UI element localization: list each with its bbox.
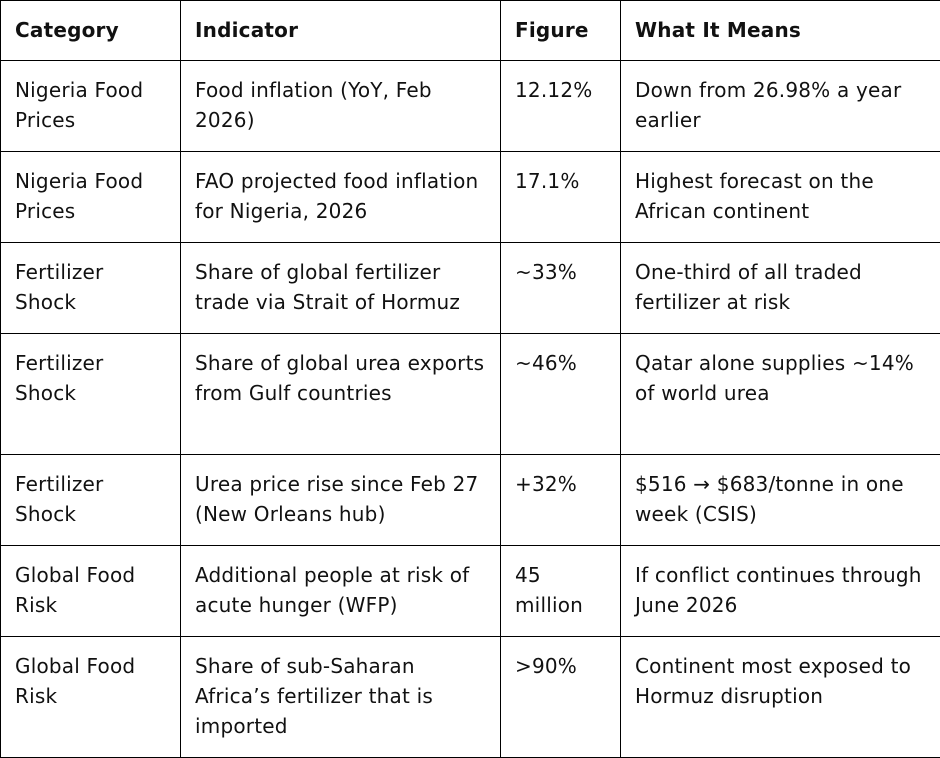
cell-figure: 12.12%	[501, 61, 621, 152]
header-category: Category	[1, 1, 181, 61]
cell-figure: 45 million	[501, 546, 621, 637]
cell-category: Nigeria Food Prices	[1, 61, 181, 152]
table-row: Fertilizer Shock Urea price rise since F…	[1, 455, 940, 546]
cell-category: Global Food Risk	[1, 637, 181, 758]
cell-meaning: One-third of all traded fertilizer at ri…	[621, 243, 940, 334]
cell-category: Fertilizer Shock	[1, 334, 181, 455]
cell-meaning: Qatar alone supplies ~14% of world urea	[621, 334, 940, 455]
cell-category: Nigeria Food Prices	[1, 152, 181, 243]
cell-category: Global Food Risk	[1, 546, 181, 637]
header-figure: Figure	[501, 1, 621, 61]
cell-figure: 17.1%	[501, 152, 621, 243]
cell-indicator: FAO projected food inflation for Nigeria…	[181, 152, 501, 243]
table-row: Nigeria Food Prices Food inflation (YoY,…	[1, 61, 940, 152]
header-indicator: Indicator	[181, 1, 501, 61]
cell-indicator: Share of global urea exports from Gulf c…	[181, 334, 501, 455]
header-row: Category Indicator Figure What It Means	[1, 1, 940, 61]
cell-meaning: Continent most exposed to Hormuz disrupt…	[621, 637, 940, 758]
cell-indicator: Urea price rise since Feb 27 (New Orlean…	[181, 455, 501, 546]
cell-figure: >90%	[501, 637, 621, 758]
table-row: Fertilizer Shock Share of global fertili…	[1, 243, 940, 334]
cell-indicator: Share of global fertilizer trade via Str…	[181, 243, 501, 334]
table-row: Global Food Risk Share of sub-Saharan Af…	[1, 637, 940, 758]
table-row: Global Food Risk Additional people at ri…	[1, 546, 940, 637]
cell-figure: ~46%	[501, 334, 621, 455]
cell-indicator: Share of sub-Saharan Africa’s fertilizer…	[181, 637, 501, 758]
cell-category: Fertilizer Shock	[1, 243, 181, 334]
cell-indicator: Food inflation (YoY, Feb 2026)	[181, 61, 501, 152]
cell-meaning: Down from 26.98% a year earlier	[621, 61, 940, 152]
cell-category: Fertilizer Shock	[1, 455, 181, 546]
header-meaning: What It Means	[621, 1, 940, 61]
cell-meaning: $516 → $683/tonne in one week (CSIS)	[621, 455, 940, 546]
cell-meaning: If conflict continues through June 2026	[621, 546, 940, 637]
cell-meaning: Highest forecast on the African continen…	[621, 152, 940, 243]
table-row: Nigeria Food Prices FAO projected food i…	[1, 152, 940, 243]
cell-figure: ~33%	[501, 243, 621, 334]
cell-indicator: Additional people at risk of acute hunge…	[181, 546, 501, 637]
table-row: Fertilizer Shock Share of global urea ex…	[1, 334, 940, 455]
cell-figure: +32%	[501, 455, 621, 546]
